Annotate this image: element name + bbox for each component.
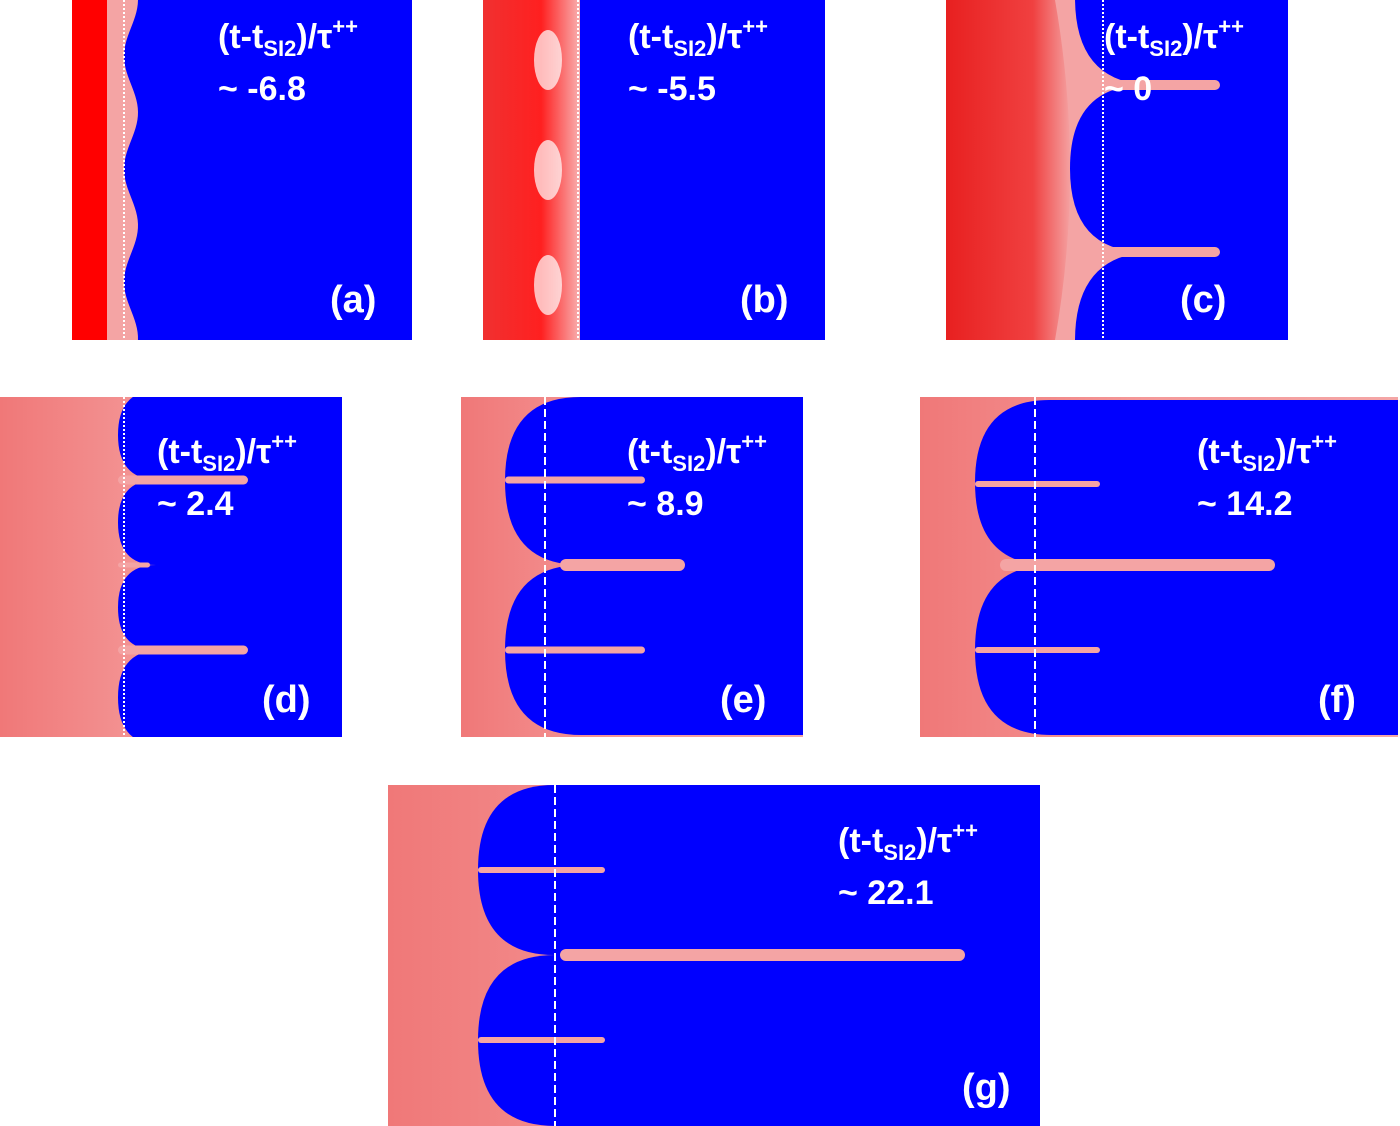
time-value: ~ -5.5 — [628, 70, 716, 108]
finger — [560, 949, 965, 961]
formula-base: (t-t — [628, 18, 673, 56]
finger — [505, 476, 645, 484]
blue-domain — [975, 400, 1398, 565]
time-formula: (t-tSI2)/τ++ — [157, 429, 297, 476]
formula-sup: ++ — [741, 429, 767, 454]
red-region — [72, 0, 107, 340]
formula-sub: SI2 — [883, 840, 916, 865]
blue-domain — [505, 565, 803, 735]
formula-base: (t-t — [838, 822, 883, 860]
field — [946, 0, 1288, 340]
panel-label: (a) — [330, 279, 376, 321]
formula-base: (t-t — [218, 18, 263, 56]
panel: (t-tSI2)/τ++ ~ 22.1 (g) — [388, 785, 1040, 1126]
time-formula: (t-tSI2)/τ++ — [1197, 429, 1337, 476]
panel: (t-tSI2)/τ++ ~ -6.8 (a) — [72, 0, 412, 340]
finger — [118, 475, 248, 485]
formula-mid: )/τ — [296, 18, 332, 56]
formula-base: (t-t — [157, 433, 202, 471]
red-region — [946, 0, 1070, 340]
time-value: ~ 14.2 — [1197, 485, 1292, 523]
field — [483, 0, 825, 340]
time-formula: (t-tSI2)/τ++ — [628, 14, 768, 61]
time-value: ~ 8.9 — [627, 485, 704, 523]
panel-label: (f) — [1318, 679, 1356, 721]
formula-sup: ++ — [332, 14, 358, 39]
formula-mid: )/τ — [1182, 18, 1218, 56]
formula-base: (t-t — [1197, 433, 1242, 471]
field — [0, 397, 342, 737]
time-value: ~ -6.8 — [218, 70, 306, 108]
blue-domain — [118, 480, 342, 565]
finger — [1000, 559, 1275, 571]
field — [920, 397, 1398, 737]
time-formula: (t-tSI2)/τ++ — [218, 14, 358, 61]
panel-label: (g) — [962, 1067, 1011, 1109]
time-formula: (t-tSI2)/τ++ — [1104, 14, 1244, 61]
formula-sub: SI2 — [202, 451, 235, 476]
panel: (t-tSI2)/τ++ ~ 0 (c) — [946, 0, 1288, 340]
finger — [118, 645, 248, 655]
formula-mid: )/τ — [916, 822, 952, 860]
field — [72, 0, 412, 340]
formula-mid: )/τ — [1275, 433, 1311, 471]
formula-mid: )/τ — [235, 433, 271, 471]
panel: (t-tSI2)/τ++ ~ 2.4 (d) — [0, 397, 342, 737]
panel-label: (d) — [262, 679, 311, 721]
blue-domain — [1070, 85, 1288, 252]
time-value: ~ 0 — [1104, 70, 1152, 108]
formula-sup: ++ — [1218, 14, 1244, 39]
time-value: ~ 2.4 — [157, 485, 234, 523]
panel-label: (c) — [1180, 279, 1226, 321]
finger — [478, 1037, 605, 1043]
panel-label: (e) — [720, 679, 766, 721]
formula-base: (t-t — [1104, 18, 1149, 56]
blue-domain — [118, 397, 342, 480]
red-region — [483, 0, 580, 340]
formula-sup: ++ — [271, 429, 297, 454]
blue-domain — [505, 397, 803, 565]
panel: (t-tSI2)/τ++ ~ 8.9 (e) — [461, 397, 803, 737]
blue-domain — [1075, 252, 1288, 340]
field — [461, 397, 803, 737]
finger — [118, 562, 150, 568]
formula-sub: SI2 — [1149, 36, 1182, 61]
formula-sub: SI2 — [673, 36, 706, 61]
finger — [975, 481, 1100, 487]
formula-sup: ++ — [1311, 429, 1337, 454]
formula-sub: SI2 — [1242, 451, 1275, 476]
highlight — [534, 140, 562, 200]
panel: (t-tSI2)/τ++ ~ -5.5 (b) — [483, 0, 825, 340]
panel: (t-tSI2)/τ++ ~ 14.2 (f) — [920, 397, 1398, 737]
formula-sup: ++ — [952, 818, 978, 843]
blue-domain — [118, 650, 342, 737]
blue-domain — [1075, 0, 1288, 85]
finger — [975, 647, 1100, 653]
finger — [1075, 247, 1220, 257]
highlight — [534, 30, 562, 90]
blue-domain — [478, 785, 1040, 955]
time-formula: (t-tSI2)/τ++ — [838, 818, 978, 865]
formula-sub: SI2 — [263, 36, 296, 61]
finger — [560, 559, 685, 571]
field — [388, 785, 1040, 1126]
time-value: ~ 22.1 — [838, 874, 933, 912]
panel-label: (b) — [740, 279, 789, 321]
blue-domain — [975, 565, 1398, 735]
highlight — [534, 255, 562, 315]
finger — [478, 867, 605, 873]
formula-sup: ++ — [742, 14, 768, 39]
time-formula: (t-tSI2)/τ++ — [627, 429, 767, 476]
finger — [1075, 80, 1220, 90]
blue-region — [72, 0, 412, 340]
formula-sub: SI2 — [672, 451, 705, 476]
formula-mid: )/τ — [705, 433, 741, 471]
finger — [505, 646, 645, 654]
blue-domain — [118, 565, 342, 650]
formula-base: (t-t — [627, 433, 672, 471]
blue-domain — [478, 955, 1040, 1126]
formula-mid: )/τ — [706, 18, 742, 56]
